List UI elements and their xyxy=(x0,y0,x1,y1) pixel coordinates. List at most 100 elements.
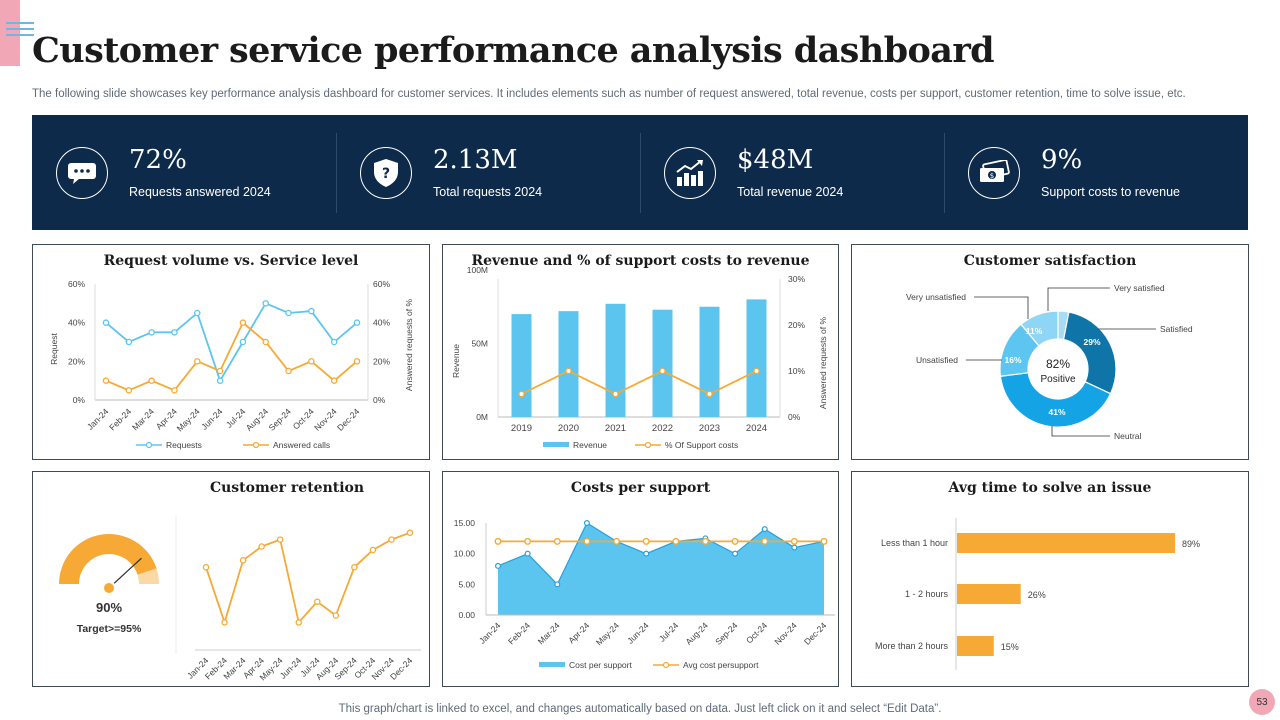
kpi-band: 72% Requests answered 2024 ? 2.13M Total… xyxy=(32,115,1248,230)
data-point xyxy=(125,387,133,394)
x-tick-label: Oct-24 xyxy=(744,620,769,645)
avg-time-solve-chart: Less than 1 hour 89% 1 - 2 hours 26% More th… xyxy=(851,471,1249,687)
y-tick-label: 50M xyxy=(471,339,488,349)
data-point xyxy=(753,367,760,375)
data-point xyxy=(554,581,561,588)
y-tick-label: 40% xyxy=(68,318,85,328)
data-point xyxy=(216,377,224,384)
chart-title: Customer retention xyxy=(209,480,365,496)
data-point xyxy=(332,612,340,619)
y2-tick-label: 0% xyxy=(788,412,801,422)
revenue-bar xyxy=(511,314,532,417)
data-point xyxy=(276,536,284,543)
data-point xyxy=(524,537,532,545)
data-point xyxy=(553,537,561,545)
data-point xyxy=(731,537,739,545)
x-tick-label: Dec-24 xyxy=(802,620,829,647)
legend-label: Revenue xyxy=(573,440,607,450)
data-point xyxy=(330,377,338,384)
x-tick-label: 2023 xyxy=(699,423,720,434)
y-tick-label: 0.00 xyxy=(458,610,475,620)
x-tick-label: May-24 xyxy=(594,620,621,647)
chart-title: Avg time to solve an issue xyxy=(948,480,1152,496)
data-point xyxy=(613,537,621,545)
x-tick-label: Nov-24 xyxy=(312,406,339,433)
x-tick-label: Sep-24 xyxy=(713,620,740,647)
shield-question-icon: ? xyxy=(360,147,412,199)
x-tick-label: May-24 xyxy=(175,406,202,433)
money-icon: $ xyxy=(968,147,1020,199)
slice-name-label: Very satisfied xyxy=(1114,283,1165,293)
revenue-bar xyxy=(746,299,767,417)
data-point xyxy=(102,319,110,326)
y2-tick-label: 30% xyxy=(788,274,805,284)
data-point xyxy=(258,543,265,550)
data-point xyxy=(285,309,292,317)
hamburger-menu-icon[interactable] xyxy=(6,22,34,38)
data-point xyxy=(406,529,414,536)
data-point xyxy=(642,537,650,545)
callout-line xyxy=(1047,287,1110,311)
x-tick-label: Mar-24 xyxy=(130,406,156,432)
data-point xyxy=(239,338,247,346)
revenue-bar xyxy=(605,303,626,417)
request-volume-chart: 0% 20% 40% 60% 0% 20% 40% 60% Request Answered re… xyxy=(32,244,430,460)
y-tick-label: 0M xyxy=(476,412,488,422)
data-point xyxy=(194,358,201,365)
x-tick-label: Apr-24 xyxy=(566,620,591,645)
y2-tick-label: 40% xyxy=(373,318,390,328)
series-line-cost-per-support xyxy=(497,522,825,586)
slice-name-label: Very unsatisfied xyxy=(906,292,966,302)
legend-swatch xyxy=(539,662,565,667)
data-point xyxy=(125,338,133,346)
data-point xyxy=(295,619,302,626)
svg-text:$: $ xyxy=(990,172,994,180)
data-point xyxy=(790,537,798,545)
x-tick-label: Mar-24 xyxy=(536,620,562,646)
series-line-answered-calls xyxy=(105,321,358,392)
data-point xyxy=(102,377,110,384)
data-point xyxy=(659,367,666,375)
kpi-divider xyxy=(640,133,641,213)
x-tick-label: Jul-24 xyxy=(657,620,681,644)
chart-title: Revenue and % of support costs to revenu… xyxy=(471,253,810,269)
data-point xyxy=(216,367,224,375)
data-point xyxy=(239,319,247,326)
data-point xyxy=(761,537,769,545)
callout-line xyxy=(974,296,1029,319)
data-point xyxy=(494,537,502,545)
y2-tick-label: 60% xyxy=(373,279,390,289)
page-subtitle: The following slide showcases key perfor… xyxy=(32,88,1186,100)
x-tick-label: Jun-24 xyxy=(278,655,304,681)
gauge-remaining xyxy=(137,568,159,584)
x-tick-label: Sep-24 xyxy=(266,406,293,433)
slice-name-label: Unsatisfied xyxy=(916,355,958,365)
y-tick-label: 10.00 xyxy=(454,549,476,559)
data-point xyxy=(701,537,709,545)
data-point xyxy=(732,550,739,557)
chat-bubble-icon xyxy=(56,147,108,199)
time-bar xyxy=(957,584,1021,604)
page-title: Customer service performance analysis da… xyxy=(32,30,995,71)
y2-tick-label: 20% xyxy=(788,320,805,330)
y-axis-label: Request xyxy=(49,333,59,365)
slice-value-label: 11% xyxy=(1026,326,1043,336)
y-tick-label: 20% xyxy=(68,356,85,366)
category-label: 1 - 2 hours xyxy=(905,589,949,599)
gauge-target: Target>=95% xyxy=(77,623,142,635)
data-point xyxy=(239,557,247,564)
slice-value-label: 41% xyxy=(1048,407,1065,417)
x-tick-label: Jan-24 xyxy=(85,406,111,432)
donut-slice-very-unsatisfied xyxy=(1020,310,1059,347)
kpi-value: $48M xyxy=(737,145,814,175)
kpi-label: Requests answered 2024 xyxy=(129,185,271,199)
data-point xyxy=(820,537,828,545)
slice-value-label: 16% xyxy=(1004,355,1021,365)
legend-marker xyxy=(252,441,260,449)
callout-line xyxy=(1051,426,1110,437)
kpi-requests-answered: 72% Requests answered 2024 xyxy=(32,115,336,230)
data-point xyxy=(285,367,292,375)
gauge-value: 90% xyxy=(96,600,122,615)
x-tick-label: Feb-24 xyxy=(107,406,133,432)
x-tick-label: Feb-24 xyxy=(506,620,532,646)
